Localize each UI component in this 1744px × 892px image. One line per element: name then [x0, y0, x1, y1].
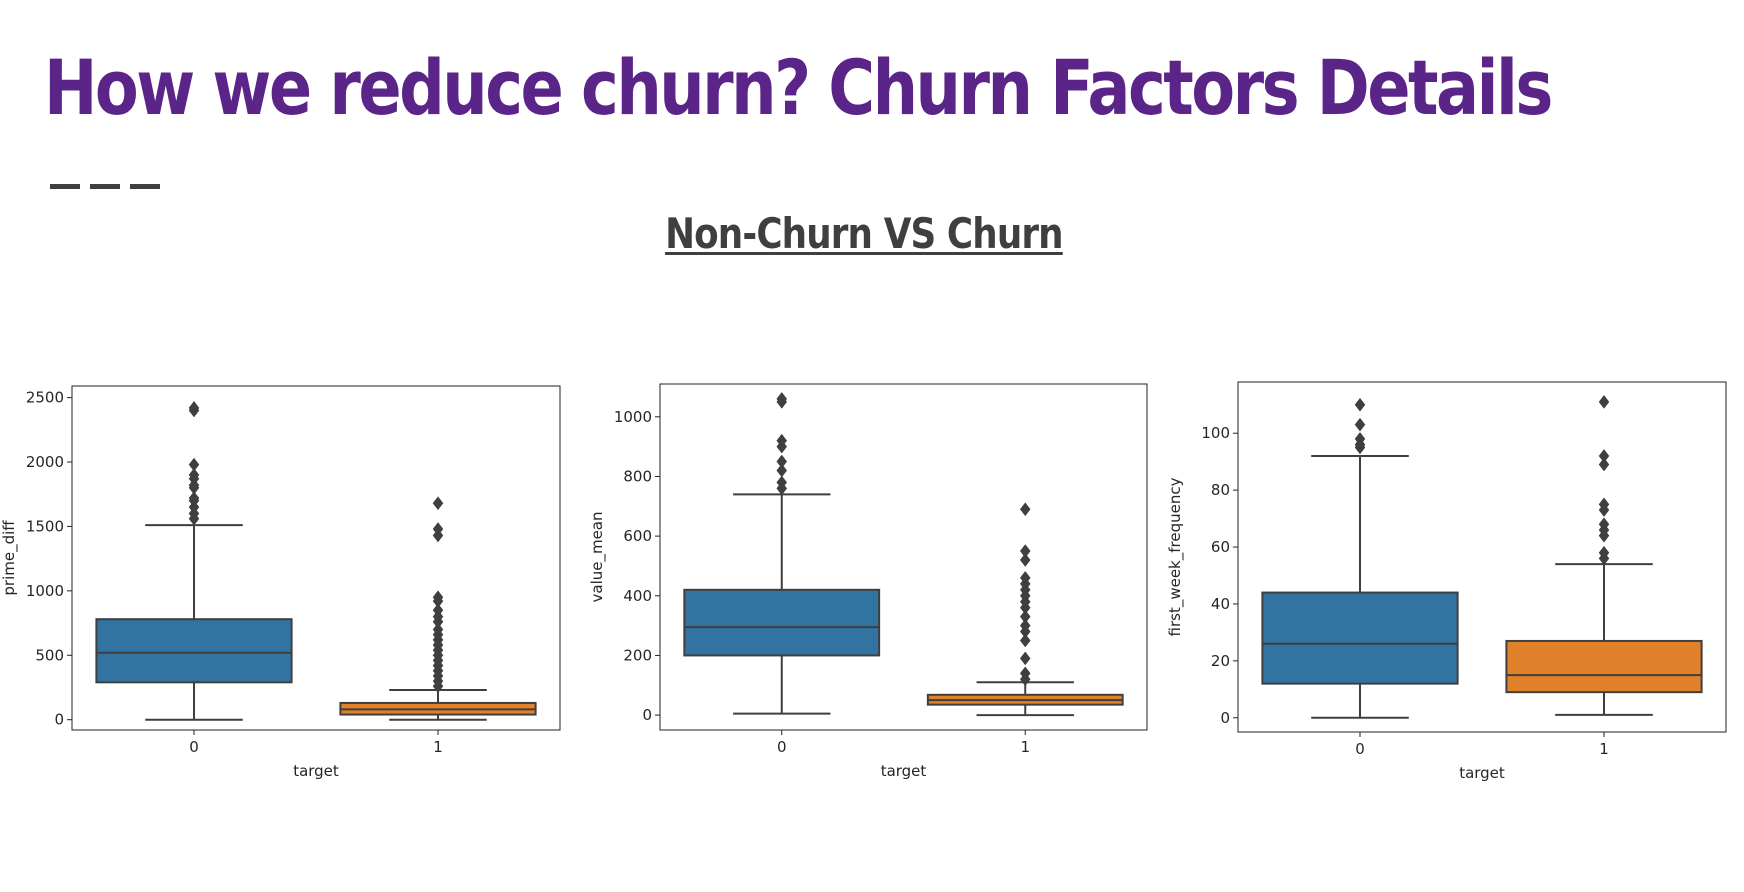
x-axis-label: target	[881, 762, 927, 780]
outlier-point	[1019, 666, 1031, 681]
outlier-point	[432, 622, 444, 637]
outlier-point	[1019, 609, 1031, 624]
y-tick-label: 200	[623, 646, 652, 664]
outlier-point	[432, 603, 444, 618]
box-iqr-1	[1505, 639, 1703, 694]
subtitle-wrap: Non-Churn VS Churn	[0, 204, 1728, 264]
box-iqr-0	[95, 618, 293, 684]
y-tick-label: 60	[1211, 538, 1230, 556]
plot-frame	[71, 385, 561, 731]
title-dash	[130, 184, 160, 189]
outlier-point	[1019, 618, 1031, 633]
x-tick-label: 1	[1599, 740, 1609, 758]
plot-frame	[659, 383, 1148, 731]
outlier-point	[1019, 553, 1031, 567]
outlier-point	[1598, 449, 1610, 463]
outlier-point	[776, 433, 788, 448]
outlier-point	[776, 454, 788, 469]
y-tick-label: 1500	[26, 517, 64, 535]
outlier-point	[776, 463, 788, 478]
outlier-point	[1354, 432, 1366, 446]
y-tick-label: 0	[642, 706, 652, 724]
plot-frame	[1237, 381, 1727, 733]
x-tick-label: 1	[433, 738, 443, 756]
y-tick-label: 600	[623, 527, 652, 545]
x-tick-label: 1	[1020, 738, 1030, 756]
x-tick-label: 0	[1355, 740, 1365, 758]
outlier-point	[1019, 570, 1031, 585]
y-axis-label: prime_diff	[0, 520, 19, 596]
outlier-point	[1354, 417, 1366, 432]
x-axis-label: target	[1459, 764, 1505, 782]
y-tick-label: 500	[35, 646, 64, 664]
outlier-point	[432, 496, 444, 511]
box-iqr-0	[1261, 591, 1459, 685]
y-tick-label: 400	[623, 587, 652, 605]
subtitle: Non-Churn VS Churn	[665, 209, 1063, 258]
outlier-point	[432, 522, 444, 536]
outlier-point	[776, 475, 788, 490]
outlier-point	[1354, 397, 1366, 412]
y-tick-label: 800	[623, 467, 652, 485]
outlier-point	[1019, 502, 1031, 517]
y-tick-label: 20	[1211, 652, 1230, 670]
outlier-point	[1598, 517, 1610, 532]
box-iqr-0	[683, 588, 881, 657]
y-tick-label: 2000	[26, 453, 64, 471]
y-tick-label: 0	[54, 711, 64, 729]
outlier-point	[188, 457, 200, 472]
y-axis-label: value_mean	[588, 511, 607, 602]
outlier-point	[1598, 545, 1610, 560]
y-tick-label: 80	[1211, 481, 1230, 499]
outlier-point	[432, 590, 444, 605]
page-title: How we reduce churn? Churn Factors Detai…	[44, 43, 1553, 132]
y-tick-label: 100	[1201, 424, 1230, 442]
outlier-point	[1019, 651, 1031, 666]
outlier-point	[1019, 544, 1031, 558]
x-tick-label: 0	[189, 738, 199, 756]
outlier-point	[1598, 395, 1610, 409]
y-tick-label: 1000	[614, 408, 652, 426]
outlier-point	[1598, 457, 1610, 472]
outlier-point	[188, 400, 200, 415]
title-dash	[50, 184, 80, 189]
outlier-point	[188, 467, 200, 482]
title-dash	[90, 184, 120, 189]
outlier-point	[776, 392, 788, 406]
x-axis-label: target	[293, 762, 339, 780]
outlier-point	[1019, 633, 1031, 648]
outlier-point	[188, 491, 200, 505]
y-axis-label: first_week_frequency	[1166, 477, 1185, 636]
y-tick-label: 40	[1211, 595, 1230, 613]
y-tick-label: 1000	[26, 582, 64, 600]
x-tick-label: 0	[777, 738, 787, 756]
y-tick-label: 0	[1220, 709, 1230, 727]
outlier-point	[1598, 497, 1610, 512]
y-tick-label: 2500	[26, 389, 64, 407]
